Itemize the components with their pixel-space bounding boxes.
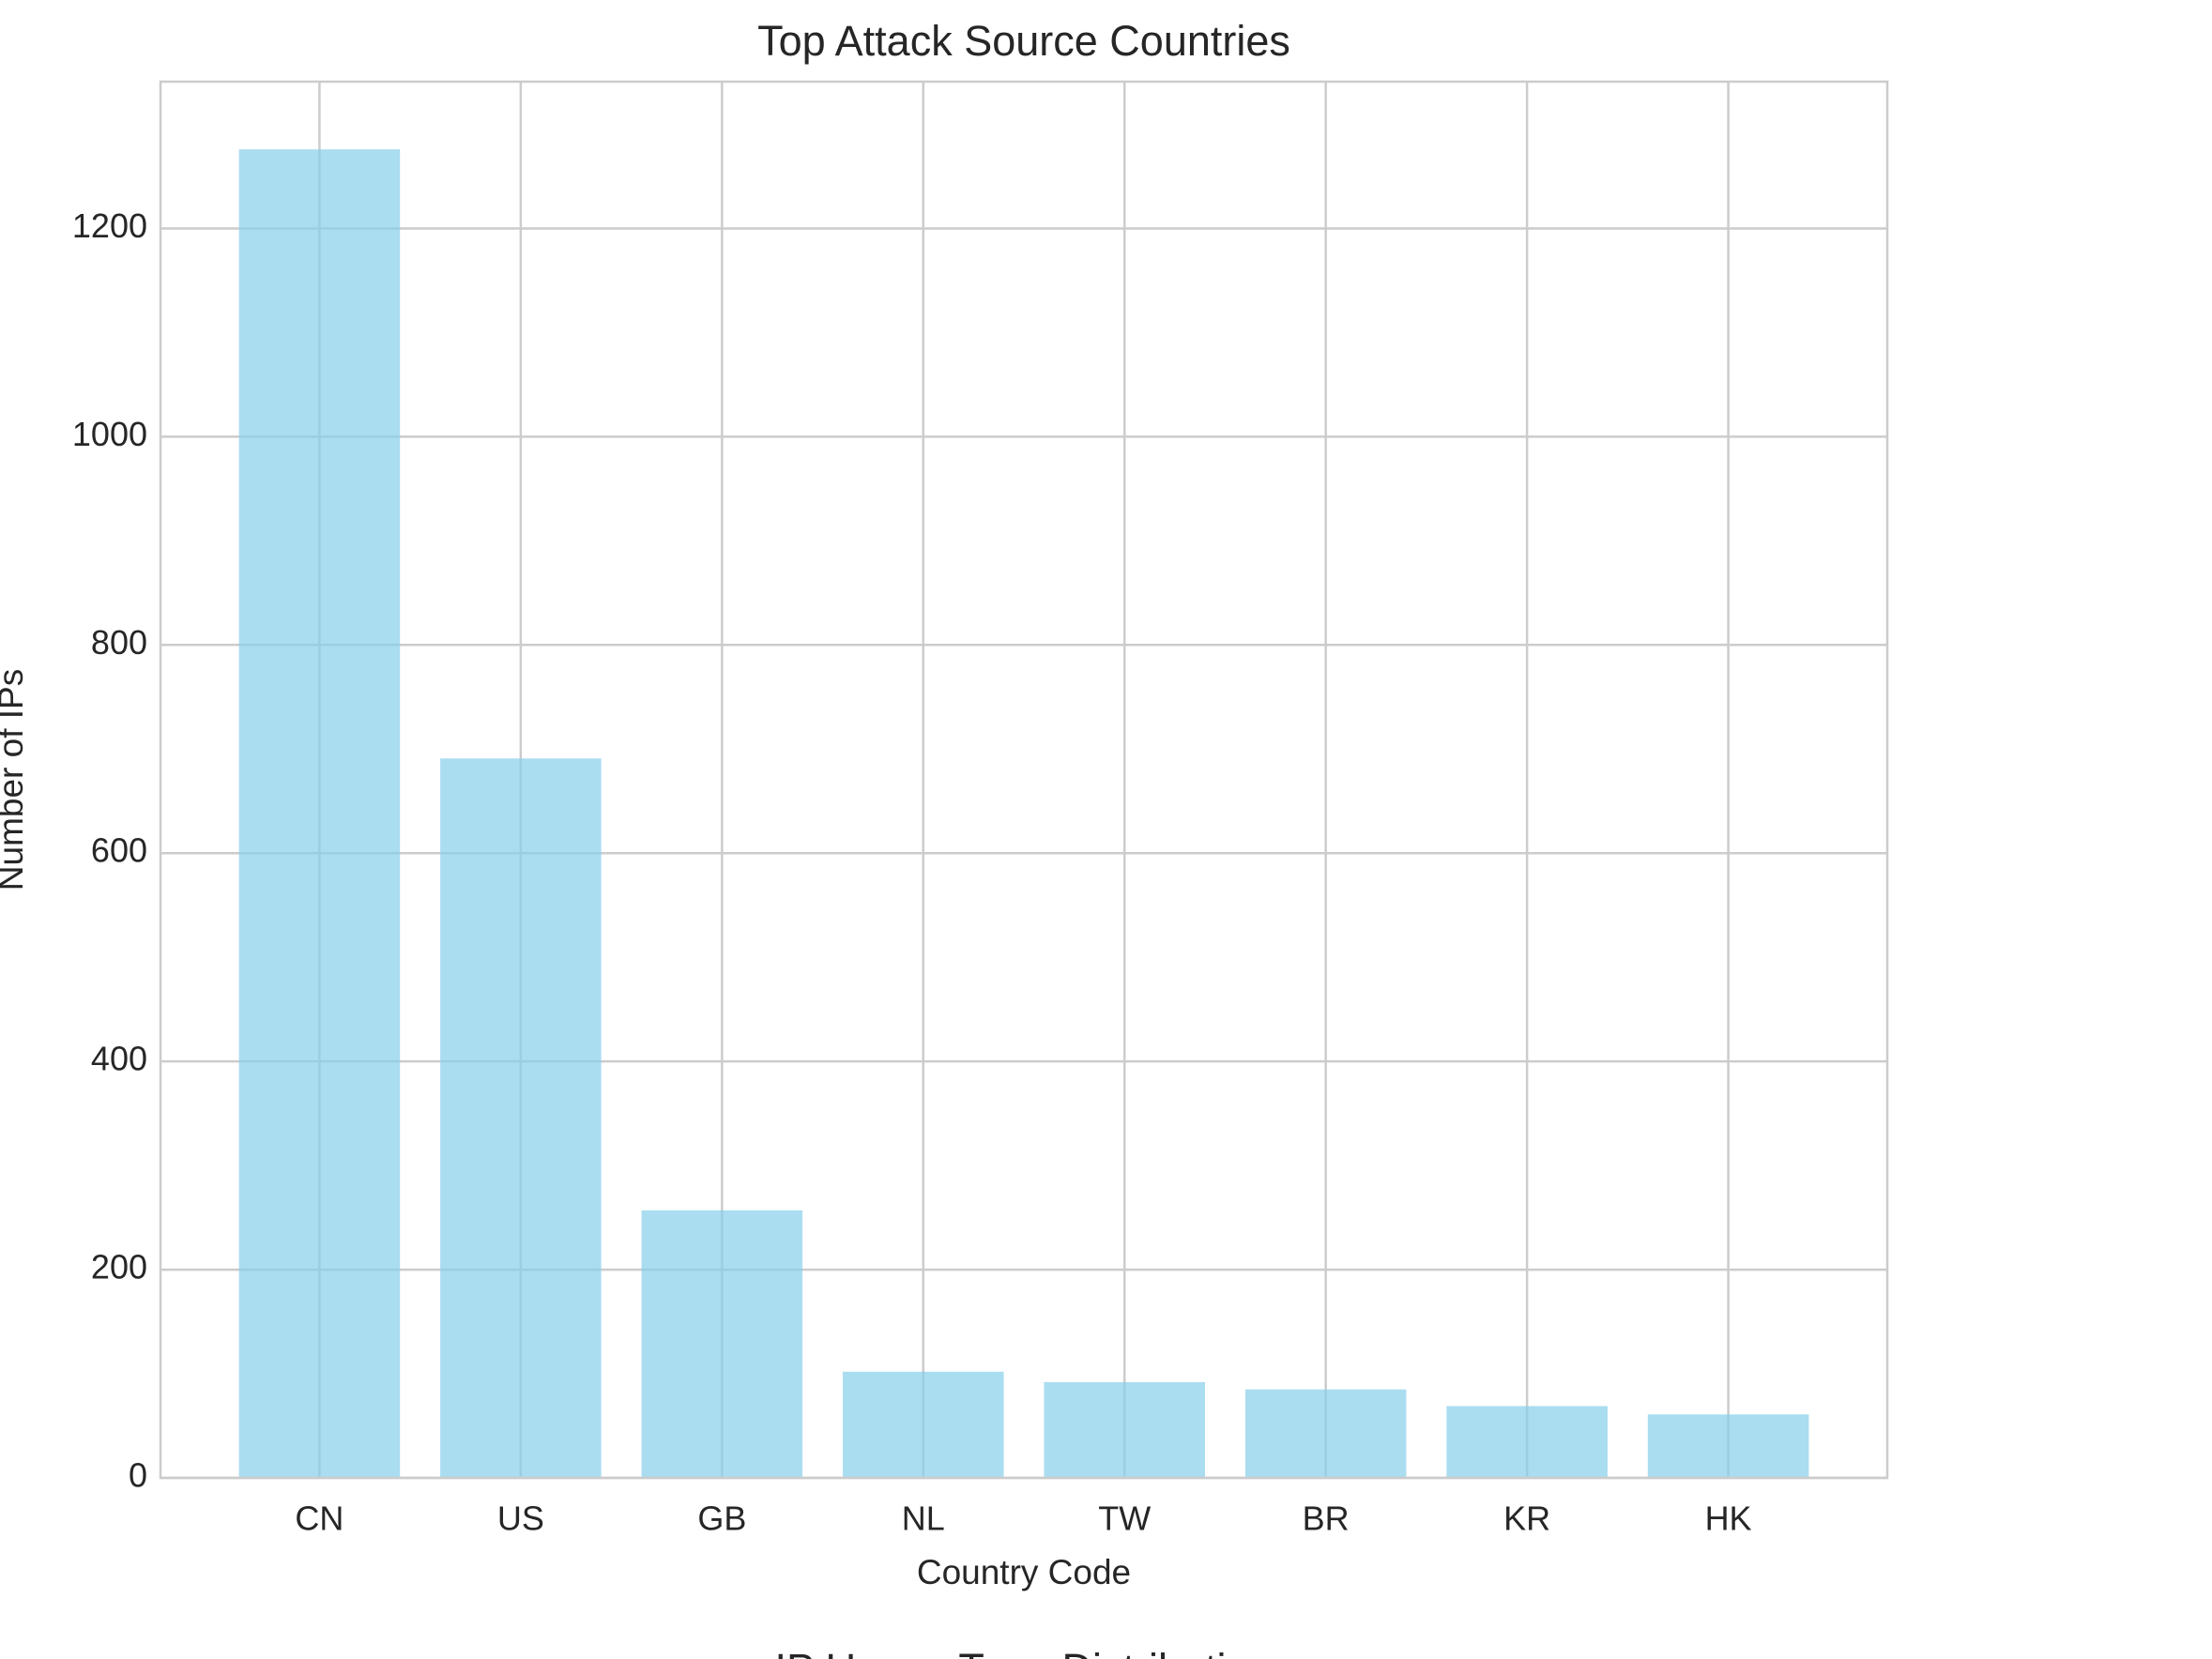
- y-tick-label: 800: [91, 623, 147, 662]
- y-tick-label: 600: [91, 831, 147, 870]
- x-tick-label: NL: [902, 1499, 945, 1538]
- y-axis-title: Number of IPs: [0, 669, 30, 890]
- y-tick-label: 200: [91, 1248, 147, 1286]
- x-tick-label: HK: [1705, 1499, 1752, 1538]
- x-tick-label: BR: [1303, 1499, 1350, 1538]
- bar: [1647, 1414, 1809, 1478]
- y-tick-label: 400: [91, 1040, 147, 1078]
- y-tick-label: 1200: [72, 206, 147, 245]
- x-tick-label: TW: [1098, 1499, 1151, 1538]
- bar: [1044, 1381, 1206, 1478]
- chart-title: Top Attack Source Countries: [757, 17, 1290, 65]
- bar: [641, 1210, 803, 1478]
- x-axis-title: Country Code: [917, 1553, 1131, 1591]
- y-tick-label: 1000: [72, 415, 147, 453]
- x-tick-label: GB: [697, 1499, 746, 1538]
- x-tick-label: US: [497, 1499, 544, 1538]
- y-tick-label: 0: [129, 1456, 147, 1495]
- bar: [1244, 1389, 1407, 1478]
- bar: [238, 149, 401, 1479]
- x-tick-label: KR: [1503, 1499, 1550, 1538]
- bar: [842, 1371, 1004, 1478]
- bar: [440, 758, 602, 1478]
- plot-frame: [159, 80, 1889, 1480]
- next-chart-title: IP Usage Type Distribution: [774, 1645, 1273, 1659]
- bar: [1446, 1406, 1608, 1478]
- x-tick-label: CN: [295, 1499, 343, 1538]
